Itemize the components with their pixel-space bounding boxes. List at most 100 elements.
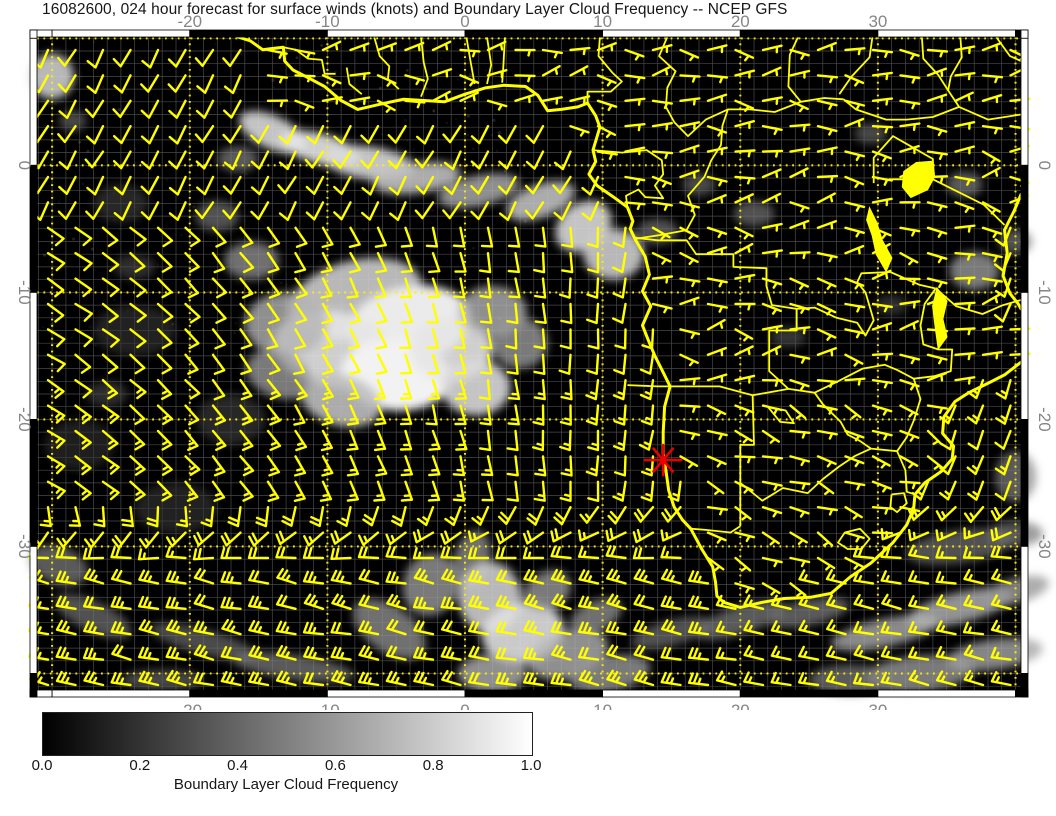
wind-barb xyxy=(497,506,517,525)
wind-barb xyxy=(880,671,902,687)
wind-barb xyxy=(734,582,755,594)
wind-barb xyxy=(138,670,160,687)
wind-barb xyxy=(211,302,227,324)
wind-barb xyxy=(899,277,921,286)
wind-barb xyxy=(358,620,380,636)
wind-barb xyxy=(606,644,627,661)
wind-barb xyxy=(706,226,728,239)
wind-barb xyxy=(399,379,413,400)
country-border xyxy=(634,236,798,390)
wind-barb xyxy=(239,379,253,401)
wind-barb xyxy=(453,328,466,350)
wind-barb xyxy=(550,528,572,543)
wind-barb xyxy=(706,302,728,313)
wind-barb xyxy=(789,326,811,335)
wind-barb xyxy=(220,671,242,687)
wind-barb xyxy=(184,252,200,273)
wind-barb xyxy=(586,277,600,299)
wind-barb xyxy=(880,645,902,661)
wind-barb xyxy=(333,125,352,145)
wind-barb xyxy=(926,353,948,365)
wind-barb xyxy=(74,379,93,399)
wind-barb xyxy=(761,480,783,491)
wind-barb xyxy=(495,530,517,545)
wind-barb xyxy=(596,150,618,160)
country-border xyxy=(627,384,789,397)
wind-barb xyxy=(981,252,1003,263)
wind-barb xyxy=(706,93,728,103)
country-border xyxy=(486,36,493,85)
wind-barb xyxy=(816,379,839,388)
wind-barb xyxy=(156,226,174,248)
wind-barb xyxy=(995,379,1012,400)
wind-barb xyxy=(425,226,439,248)
wind-barb xyxy=(479,302,493,324)
wind-barb xyxy=(303,593,325,610)
wind-barb xyxy=(470,175,490,195)
wind-barb xyxy=(506,353,519,375)
wind-barb xyxy=(816,146,838,156)
wind-barb xyxy=(926,372,947,382)
wind-barb xyxy=(624,48,645,61)
wind-barb xyxy=(293,404,306,426)
wind-barb xyxy=(129,328,147,349)
wind-barb xyxy=(981,42,1002,52)
wind-barb xyxy=(990,506,1012,522)
wind-barb xyxy=(74,353,92,374)
wind-barb xyxy=(101,226,119,248)
wind-barb xyxy=(427,480,441,502)
wind-barb xyxy=(211,480,226,502)
wind-barb xyxy=(470,125,490,145)
wind-barb xyxy=(569,95,591,105)
wind-barb xyxy=(679,201,700,213)
wind-barb xyxy=(248,645,270,661)
wind-barb xyxy=(321,96,343,105)
wind-barb xyxy=(459,91,479,102)
wind-barb xyxy=(871,269,892,280)
wind-barb xyxy=(400,353,413,375)
wind-barb xyxy=(196,175,215,196)
wind-barb xyxy=(129,429,146,451)
wind-barb xyxy=(981,226,1003,239)
wind-barb xyxy=(101,379,119,400)
wind-barb xyxy=(624,201,646,211)
wind-barb xyxy=(113,74,132,94)
wind-barb xyxy=(452,277,466,299)
wind-barb xyxy=(39,506,52,528)
wind-barb xyxy=(278,201,297,221)
wind-barb xyxy=(220,646,242,661)
wind-barb xyxy=(74,226,93,247)
wind-barb xyxy=(374,277,387,299)
wind-barb xyxy=(569,65,589,77)
wind-barb xyxy=(844,244,865,255)
wind-barb xyxy=(400,226,414,248)
wind-barb xyxy=(624,123,646,132)
wind-barb xyxy=(926,67,947,78)
wind-barb xyxy=(507,404,520,426)
wind-barb xyxy=(443,175,462,196)
wind-barb xyxy=(425,404,438,426)
wind-barb xyxy=(156,455,173,476)
wind-barb xyxy=(871,175,893,186)
wind-barb xyxy=(939,480,957,501)
wind-barb xyxy=(440,530,462,545)
wind-barb xyxy=(192,547,215,561)
lat-axis-label-right: -20 xyxy=(1035,407,1054,432)
wind-barb xyxy=(140,150,160,170)
wind-barb xyxy=(679,226,699,240)
wind-barb xyxy=(239,252,255,274)
wind-barb xyxy=(211,404,227,426)
wind-barb xyxy=(963,669,985,687)
wind-barb xyxy=(640,480,655,502)
wind-barb xyxy=(266,226,281,248)
wind-barb xyxy=(83,620,105,636)
wind-barb xyxy=(577,529,600,542)
wind-barb xyxy=(569,46,591,56)
wind-barb xyxy=(101,328,120,348)
wind-barb xyxy=(816,252,838,263)
wind-barb xyxy=(211,328,226,350)
wind-barb xyxy=(533,328,546,350)
wind-barb xyxy=(468,620,490,636)
wind-barb xyxy=(239,455,255,477)
wind-barb xyxy=(816,192,836,204)
